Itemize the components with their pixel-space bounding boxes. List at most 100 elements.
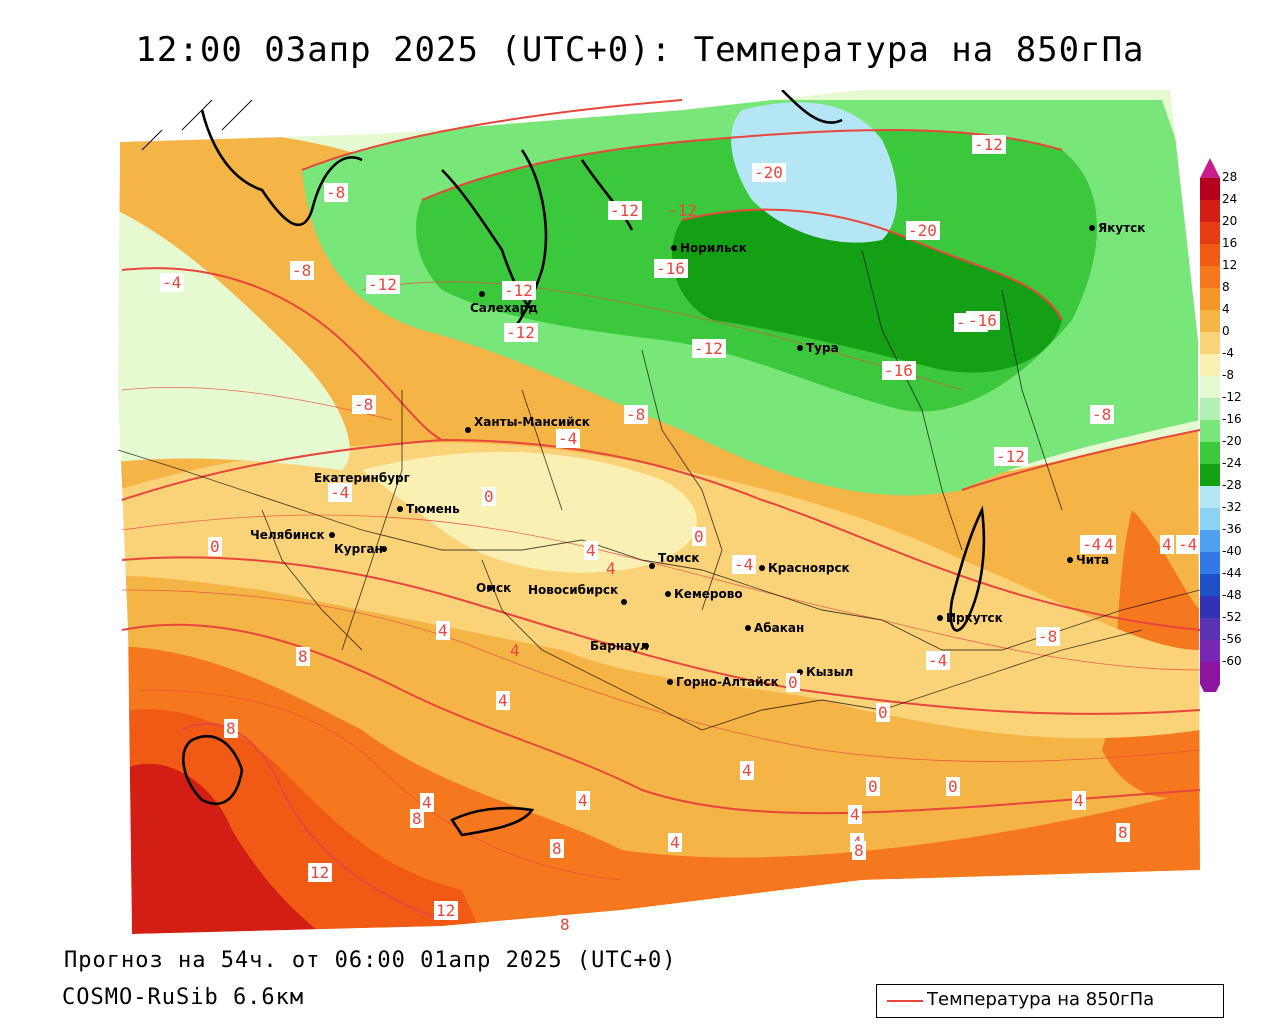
colorbar-swatch xyxy=(1200,398,1220,420)
contour-label: 4 xyxy=(438,621,448,640)
colorbar-swatch xyxy=(1200,222,1220,244)
contour-label-bg xyxy=(654,259,688,278)
colorbar-tick-label: -44 xyxy=(1222,566,1242,580)
contour-label-bg xyxy=(692,339,726,358)
contour-label: -12 xyxy=(996,447,1025,466)
contour-label: 4 xyxy=(1074,791,1084,810)
temperature-map: Норильск Якутск Салехард Тура Ханты-Мансийск… xyxy=(62,90,1218,934)
colorbar-tick-label: 24 xyxy=(1222,192,1238,206)
contour-label-bg xyxy=(366,275,400,294)
contour-label-bg xyxy=(160,273,184,292)
contour-label-bg xyxy=(1090,405,1114,424)
contour-label: 4 xyxy=(586,541,596,560)
contour-label-bg xyxy=(1102,535,1116,554)
city-marker xyxy=(665,591,671,597)
contour-label: 8 xyxy=(560,915,570,934)
contour-label: 4 xyxy=(510,641,520,660)
city-marker xyxy=(1089,225,1095,231)
city-label: Норильск xyxy=(680,241,747,255)
contour-label-bg xyxy=(926,651,950,670)
contour-label: -8 xyxy=(1092,405,1111,424)
page-title: 12:00 03апр 2025 (UTC+0): Температура на… xyxy=(135,30,1145,70)
city-marker xyxy=(745,625,751,631)
contour-label: 8 xyxy=(854,841,864,860)
contour-label-bg xyxy=(558,915,572,934)
city-marker xyxy=(759,565,765,571)
city-label: Иркутск xyxy=(946,611,1003,625)
colorbar-tick-label: -8 xyxy=(1222,368,1234,382)
contour-label-bg xyxy=(224,719,238,738)
contour-label: 0 xyxy=(694,527,704,546)
contour-label: -8 xyxy=(1038,627,1057,646)
contour-label: -12 xyxy=(610,201,639,220)
colorbar-tick-label: 28 xyxy=(1222,170,1238,184)
city-marker xyxy=(1067,557,1073,563)
contour-label: -20 xyxy=(754,163,783,182)
contour-label: 8 xyxy=(552,839,562,858)
contour-label: -16 xyxy=(656,259,685,278)
city-label: Абакан xyxy=(754,621,804,635)
contour-label: 4 xyxy=(850,805,860,824)
contour-label-bg xyxy=(848,805,862,824)
contour-label-bg xyxy=(876,703,890,722)
contour-label: 12 xyxy=(62,90,81,94)
city-marker xyxy=(381,546,387,552)
colorbar-top-arrow xyxy=(1200,158,1220,178)
colorbar-tick-label: 8 xyxy=(1222,280,1230,294)
contour-label: 8 xyxy=(1118,823,1128,842)
contour-label-bg xyxy=(308,863,332,882)
contour-label-bg xyxy=(1160,535,1174,554)
city-marker xyxy=(397,506,403,512)
contour-label-bg xyxy=(482,487,496,506)
colorbar-tick-label: -20 xyxy=(1222,434,1242,448)
colorbar-tick-label: -16 xyxy=(1222,412,1242,426)
contour-label-bg xyxy=(966,311,1000,330)
city-label: Якутск xyxy=(1098,221,1145,235)
contour-label-bg xyxy=(994,447,1028,466)
colorbar-tick-label: -36 xyxy=(1222,522,1242,536)
contour-label: 12 xyxy=(310,863,329,882)
city-marker xyxy=(649,563,655,569)
contour-label-bg xyxy=(972,135,1006,154)
contour-label-bg xyxy=(550,839,564,858)
contour-label: -16 xyxy=(968,311,997,330)
city-marker xyxy=(487,585,493,591)
city-label: Екатеринбург xyxy=(314,471,410,485)
contour-label: 0 xyxy=(210,537,220,556)
colorbar-swatch xyxy=(1200,464,1220,486)
colorbar-swatch xyxy=(1200,354,1220,376)
colorbar-bottom-arrow xyxy=(1200,684,1220,692)
city-label: Курган xyxy=(334,542,383,556)
contour-label: -4 xyxy=(928,651,947,670)
city-marker xyxy=(797,345,803,351)
colorbar-swatch xyxy=(1200,288,1220,310)
colorbar-tick-label: -56 xyxy=(1222,632,1242,646)
contour-label: -12 xyxy=(504,281,533,300)
contour-label: 4 xyxy=(498,691,508,710)
contour-label: -16 xyxy=(884,361,913,380)
legend-label: Температура на 850гПа xyxy=(927,989,1155,1010)
city-label: Салехард xyxy=(470,301,538,315)
city-marker xyxy=(667,679,673,685)
contour-label: 0 xyxy=(484,487,494,506)
colorbar-swatch xyxy=(1200,618,1220,640)
contour-label-bg xyxy=(624,405,648,424)
legend-line-swatch xyxy=(887,1000,923,1002)
contour-label-bg xyxy=(434,901,458,920)
contour-label: -8 xyxy=(626,405,645,424)
contour-label: -4 xyxy=(1082,535,1101,554)
colorbar-swatch xyxy=(1200,662,1220,684)
colorbar-swatch xyxy=(1200,310,1220,332)
contour-label-bg xyxy=(740,761,754,780)
contour-label: 4 xyxy=(742,761,752,780)
contour-label-bg xyxy=(324,183,348,202)
contour-label-bg xyxy=(1080,535,1104,554)
contour-label-bg xyxy=(1116,823,1130,842)
contour-label: 8 xyxy=(226,719,236,738)
contour-label-bg xyxy=(290,261,314,280)
colorbar-tick-label: -4 xyxy=(1222,346,1234,360)
contour-label-bg xyxy=(668,833,682,852)
colorbar-swatch xyxy=(1200,266,1220,288)
contour-label-bg xyxy=(436,621,450,640)
contour-label: 0 xyxy=(868,777,878,796)
